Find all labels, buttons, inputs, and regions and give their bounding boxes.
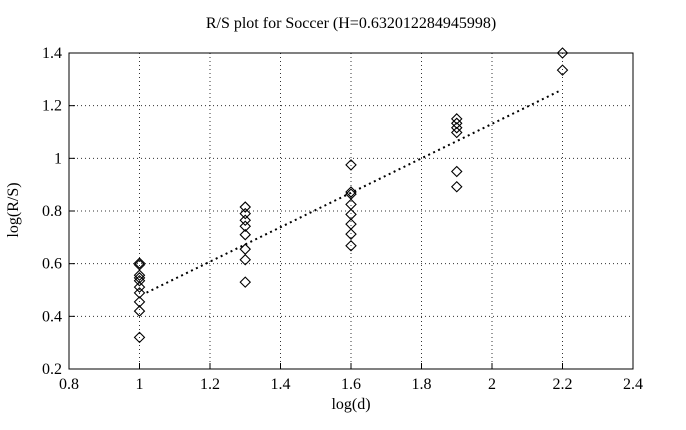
data-point-diamond — [133, 331, 146, 344]
x-tick-label: 1 — [136, 376, 144, 393]
data-point-diamond — [556, 47, 569, 59]
data-point-diamond — [450, 165, 463, 178]
data-point-diamond — [133, 287, 146, 299]
data-point-diamond — [133, 296, 146, 308]
data-point-diamond — [133, 272, 146, 284]
y-tick-label: 1.4 — [42, 45, 62, 62]
data-point-diamond — [239, 253, 252, 266]
y-tick-label: 0.6 — [42, 256, 62, 273]
y-tick-label: 1.2 — [42, 98, 62, 115]
data-point-diamond — [239, 228, 252, 241]
x-axis-label: log(d) — [331, 396, 371, 413]
data-point-diamond — [450, 122, 463, 134]
chart-title: R/S plot for Soccer (H=0.632012284945998… — [205, 15, 497, 32]
data-point-diamond — [239, 207, 252, 220]
y-tick-label: 0.4 — [42, 308, 62, 325]
data-point-diamond — [239, 214, 252, 226]
data-point-diamond — [345, 239, 357, 252]
data-point-diamond — [345, 198, 357, 211]
data-point-diamond — [450, 126, 463, 139]
data-point-diamond — [239, 201, 252, 213]
data-point-diamond — [133, 269, 146, 282]
y-tick-label: 0.2 — [42, 361, 62, 378]
y-tick-label: 1 — [54, 150, 62, 167]
x-tick-label: 2.4 — [623, 376, 643, 393]
data-point-diamond — [345, 218, 357, 230]
data-point-diamond — [556, 64, 569, 76]
data-point-diamond — [133, 281, 146, 293]
data-point-diamond — [450, 180, 463, 193]
data-point-diamond — [345, 159, 357, 171]
data-point-diamond — [345, 186, 357, 198]
data-point-diamond — [133, 305, 146, 317]
data-point-diamond — [450, 117, 463, 130]
fit-line — [146, 90, 560, 294]
data-point-diamond — [133, 275, 146, 287]
x-tick-label: 1.2 — [200, 376, 220, 393]
x-tick-label: 1.6 — [341, 376, 361, 393]
data-point-diamond — [450, 113, 463, 125]
y-tick-label: 0.8 — [42, 203, 62, 220]
x-tick-label: 2 — [488, 376, 496, 393]
data-point-diamond — [133, 257, 146, 269]
x-tick-label: 2.2 — [553, 376, 573, 393]
data-point-diamond — [345, 228, 357, 240]
x-tick-label: 0.8 — [59, 376, 79, 393]
data-point-diamond — [239, 276, 252, 288]
x-tick-label: 1.8 — [412, 376, 432, 393]
x-tick-label: 1.4 — [271, 376, 291, 393]
data-point-diamond — [239, 220, 252, 233]
